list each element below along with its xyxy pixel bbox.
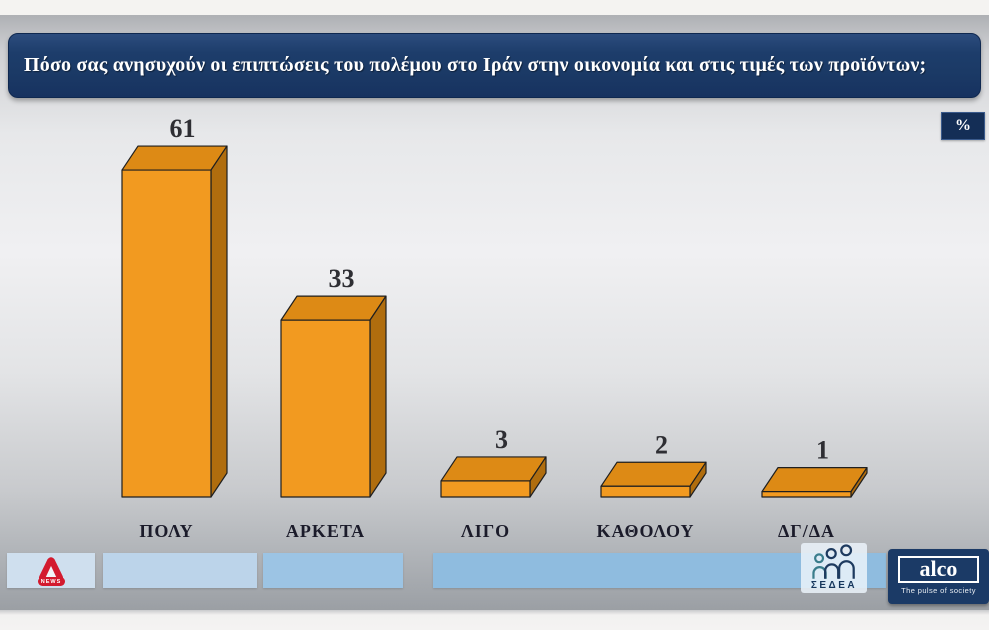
value-label-2: 3 — [495, 425, 508, 454]
bar-front-face-4 — [761, 491, 852, 498]
question-title: Πόσο σας ανησυχούν οι επιπτώσεις του πολ… — [24, 54, 927, 76]
top-white-band — [0, 0, 989, 15]
bar-chart: 61 ΠΟΛΥ 33 ΑΡΚΕΤΑ 3 ΛΙΓΟ 2 ΚΑΘΟΛΟΥ 1 ΔΓ/ΔΑ — [121, 114, 868, 541]
bar-top-face-0 — [121, 145, 228, 171]
category-label-3: ΚΑΘΟΛΟΥ — [596, 521, 694, 541]
bar-top-face-4 — [761, 467, 868, 493]
sedea-logo: ΣΕΔΕΑ — [801, 543, 867, 593]
bar-0 — [121, 145, 228, 498]
alpha-news-label: NEWS — [37, 577, 65, 586]
value-label-3: 2 — [655, 430, 668, 459]
footer-panel-alpha: NEWS — [7, 553, 95, 588]
question-banner: Πόσο σας ανησυχούν οι επιπτώσεις του πολ… — [8, 33, 981, 98]
bar-top-face-3 — [600, 461, 707, 487]
bar-side-face-1 — [369, 295, 387, 498]
footer-strip: NEWS ΣΕΔΕΑ alco The pulse of society — [0, 540, 989, 610]
value-label-0: 61 — [170, 114, 196, 143]
sedea-label: ΣΕΔΕΑ — [810, 580, 858, 591]
alpha-a-icon — [38, 557, 64, 580]
bar-front-face-2 — [440, 480, 531, 498]
footer-panel-3 — [263, 553, 403, 588]
bar-top-face-1 — [280, 295, 387, 321]
sedea-people-icon — [812, 544, 855, 579]
alco-tagline: The pulse of society — [901, 586, 976, 595]
alco-wordmark: alco — [898, 556, 979, 583]
alpha-news-logo: NEWS — [37, 557, 65, 586]
bar-1 — [280, 295, 387, 498]
bar-2 — [440, 456, 547, 498]
bar-front-face-0 — [121, 169, 212, 498]
category-label-2: ΛΙΓΟ — [461, 521, 510, 541]
footer-panel-2 — [103, 553, 257, 588]
bar-3 — [600, 461, 707, 498]
category-label-0: ΠΟΛΥ — [139, 521, 193, 541]
alco-logo: alco The pulse of society — [888, 549, 989, 604]
bar-4 — [761, 467, 868, 498]
bottom-white-band — [0, 610, 989, 630]
value-label-4: 1 — [816, 436, 829, 465]
percent-unit-badge: % — [941, 112, 985, 140]
bar-top-face-2 — [440, 456, 547, 482]
category-label-1: ΑΡΚΕΤΑ — [286, 521, 365, 541]
bar-front-face-1 — [280, 319, 371, 498]
value-label-1: 33 — [329, 264, 355, 293]
bar-front-face-3 — [600, 485, 691, 498]
bar-side-face-0 — [210, 145, 228, 498]
category-label-4: ΔΓ/ΔΑ — [778, 521, 835, 541]
